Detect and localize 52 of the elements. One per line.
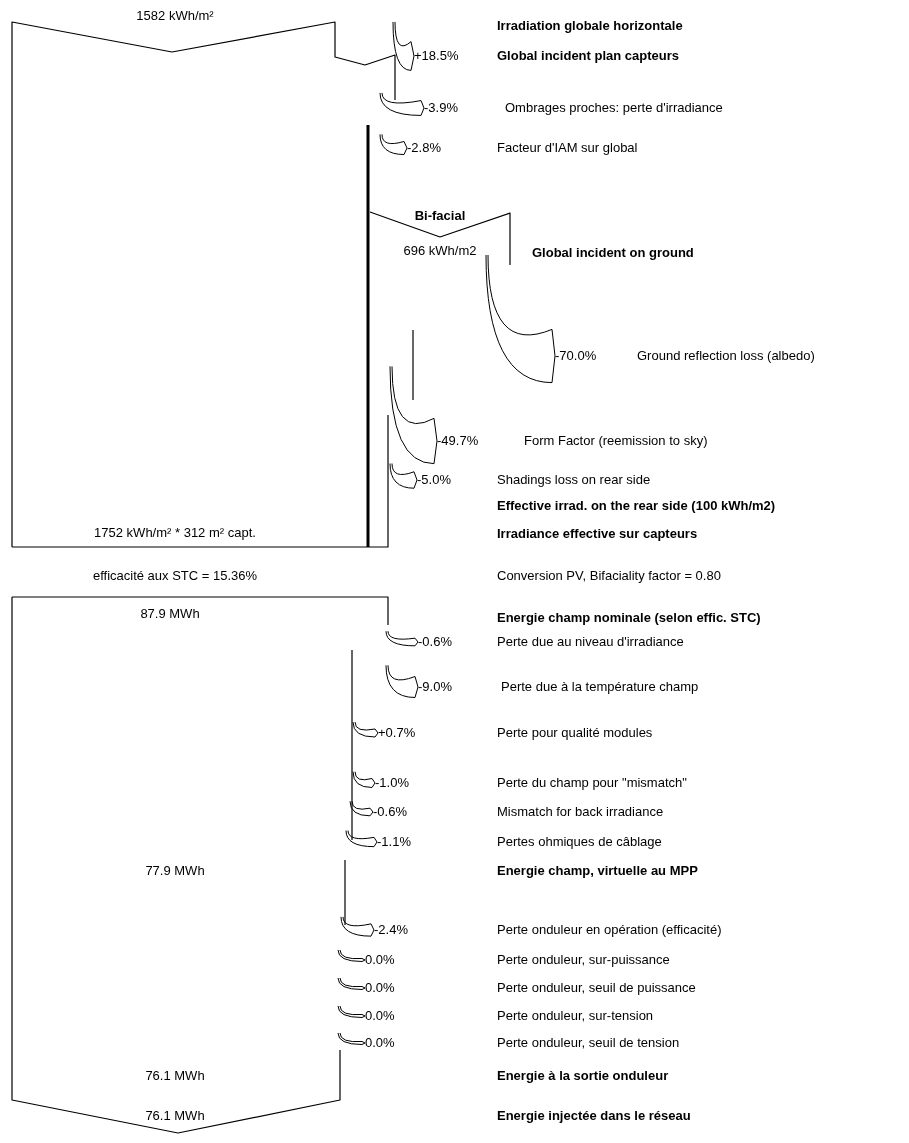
data-label: 0.0% xyxy=(365,980,396,995)
category-label: Perte pour qualité modules xyxy=(497,725,653,740)
category-label: Perte due au niveau d'irradiance xyxy=(497,634,684,649)
data-label: +18.5% xyxy=(414,48,459,63)
data-label: -49.7% xyxy=(437,433,479,448)
data-label: -0.6% xyxy=(418,634,453,649)
data-label: -1.1% xyxy=(377,834,412,849)
text: 1582 kWh/m² xyxy=(136,8,215,23)
text: Irradiance effective sur capteurs xyxy=(497,526,698,541)
text: Energie injectée dans le réseau xyxy=(497,1108,691,1123)
text: Energie à la sortie onduleur xyxy=(497,1068,669,1083)
data-label: -2.4% xyxy=(374,922,409,937)
text: 1752 kWh/m² * 312 m² capt. xyxy=(94,525,256,540)
category-label: Facteur d'IAM sur global xyxy=(497,140,638,155)
data-label: +0.7% xyxy=(378,725,416,740)
text: Energie champ nominale (selon effic. STC) xyxy=(497,610,761,625)
text: Bi-facial xyxy=(414,208,466,223)
data-label: -5.0% xyxy=(417,472,452,487)
text: Irradiation globale horizontale xyxy=(497,18,683,33)
text: 696 kWh/m2 xyxy=(403,243,477,258)
category-label: Perte onduleur en opération (efficacité) xyxy=(497,922,722,937)
category-label: Pertes ohmiques de câblage xyxy=(497,834,662,849)
text: Effective irrad. on the rear side (100 kWh/m2) xyxy=(497,498,776,513)
category-label: Ground reflection loss (albedo) xyxy=(637,348,815,363)
data-label: -70.0% xyxy=(555,348,597,363)
text: Energie champ, virtuelle au MPP xyxy=(497,863,699,878)
category-label: Shadings loss on rear side xyxy=(497,472,651,487)
data-label: 0.0% xyxy=(365,952,396,967)
data-label: -0.6% xyxy=(373,804,408,819)
text: 76.1 MWh xyxy=(145,1108,205,1123)
category-label: Ombrages proches: perte d'irradiance xyxy=(505,100,723,115)
category-label: Perte du champ pour "mismatch" xyxy=(497,775,688,790)
text: Global incident on ground xyxy=(532,245,694,260)
data-label: -3.9% xyxy=(424,100,459,115)
text: 87.9 MWh xyxy=(140,606,200,621)
data-label: -1.0% xyxy=(375,775,410,790)
data-label: 0.0% xyxy=(365,1008,396,1023)
data-label: -9.0% xyxy=(418,679,453,694)
category-label: Perte onduleur, sur-puissance xyxy=(497,952,670,967)
category-label: Mismatch for back irradiance xyxy=(497,804,664,819)
data-label: 0.0% xyxy=(365,1035,396,1050)
text: 76.1 MWh xyxy=(145,1068,205,1083)
category-label: Form Factor (reemission to sky) xyxy=(524,433,708,448)
category-label: Perte due à la température champ xyxy=(501,679,699,694)
category-label: Perte onduleur, sur-tension xyxy=(497,1008,654,1023)
category-label: Perte onduleur, seuil de puissance xyxy=(497,980,696,995)
text: efficacité aux STC = 15.36% xyxy=(92,568,258,583)
category-label: Global incident plan capteurs xyxy=(497,48,680,63)
text: Conversion PV, Bifaciality factor = 0.80 xyxy=(497,568,721,583)
data-label: -2.8% xyxy=(407,140,442,155)
category-label: Perte onduleur, seuil de tension xyxy=(497,1035,680,1050)
text: 77.9 MWh xyxy=(145,863,205,878)
